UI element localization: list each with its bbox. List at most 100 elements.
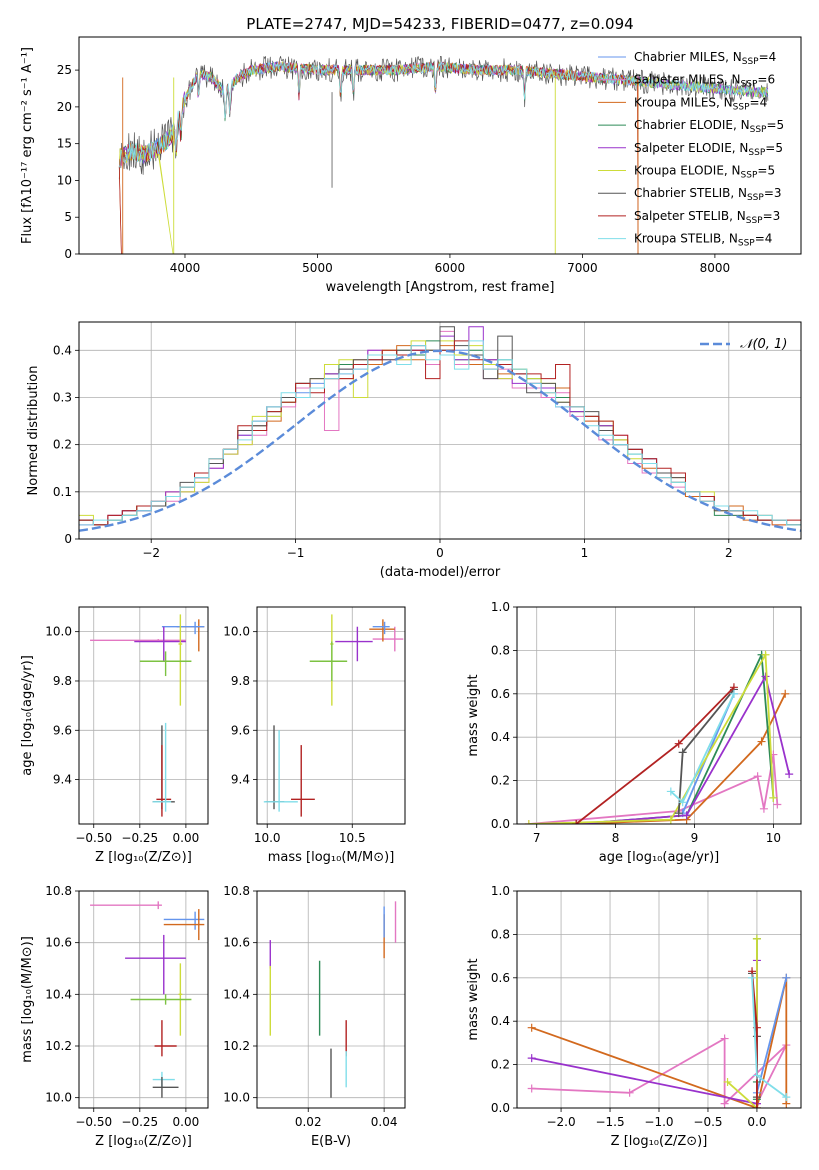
axes-frame <box>78 890 209 1109</box>
axes-frame <box>516 890 802 1109</box>
weight-marker <box>757 737 766 746</box>
panels: 4000 5000 6000 7000 80000510152025wavelength… <box>20 36 802 1149</box>
x-tick-label: 0.0 <box>747 1115 766 1129</box>
weight-marker <box>527 1054 536 1063</box>
x-tick-label: −0.5 <box>693 1115 722 1129</box>
weight-line <box>576 651 775 824</box>
x-tick-label: −1.5 <box>595 1115 624 1129</box>
plot-area <box>524 650 794 824</box>
x-tick-label: 8 <box>612 831 620 845</box>
x-tick-label: −1.0 <box>644 1115 673 1129</box>
spectrum-legend: Chabrier MILES, NSSP=4 Salpeter MILES, NS… <box>598 50 784 249</box>
x-tick-label: 6000 <box>435 261 466 275</box>
panel-spectrum: 4000 5000 6000 7000 8000 0 5 10 15 20 25 wavelength… <box>20 36 802 295</box>
y-tick-label: 10.4 <box>223 987 250 1001</box>
x-tick-label: 1 <box>581 546 589 560</box>
x-tick-label: 0.04 <box>371 1115 398 1129</box>
weight-marker <box>752 1104 761 1108</box>
y-tick-label: 0.4 <box>491 1014 510 1028</box>
panel-age_vs_Z: −0.50 −0.25 0.00 9.4 9.6 9.8 10.0 Z [log₁₀(Z/Z⊙… <box>20 606 209 865</box>
gaussian-curve <box>79 349 801 532</box>
panel-mass_vs_Z: −0.50 −0.25 0.00 10.0 10.2 10.4 10.6 10.8 Z [log… <box>20 884 209 1149</box>
weight-marker <box>674 809 683 818</box>
plot-area <box>263 614 404 817</box>
x-tick-label: 10 <box>766 831 781 845</box>
y-tick-label: 10.6 <box>223 936 250 950</box>
y-tick-label: 0.1 <box>53 485 72 499</box>
weight-marker <box>752 1071 761 1080</box>
plot-area <box>527 934 791 1108</box>
panel-weight_vs_Z: −2.0 −1.5 −1.0 −0.5 0.0 0.0 0.2 0.4 0.6 0.8 1.0 Z [… <box>466 884 802 1149</box>
y-axis-label: Normed distribution <box>26 366 41 496</box>
legend-label: Kroupa MILES, NSSP=4 <box>634 95 767 112</box>
weight-marker <box>666 815 675 824</box>
legend-label: 𝒩(0, 1) <box>740 337 787 352</box>
x-tick-label: −0.25 <box>121 831 158 845</box>
axes-frame <box>256 890 406 1109</box>
weight-line <box>576 693 787 824</box>
weight-marker <box>753 772 762 781</box>
spectrum-line <box>118 61 639 254</box>
x-tick-label: 9 <box>691 831 699 845</box>
legend-label: Kroupa STELIB, NSSP=4 <box>634 232 772 249</box>
y-tick-label: 0.4 <box>491 730 510 744</box>
legend-label: Chabrier MILES, NSSP=4 <box>634 50 776 67</box>
y-tick-label: 10.0 <box>45 1091 72 1105</box>
weight-line <box>528 651 775 824</box>
weight-marker <box>674 739 683 748</box>
y-axis-label: mass weight <box>466 674 481 756</box>
y-tick-label: 9.4 <box>231 773 250 787</box>
y-tick-label: 9.4 <box>53 773 72 787</box>
weight-line <box>531 977 788 1108</box>
weight-marker <box>785 770 794 779</box>
x-tick-label: −0.50 <box>75 1115 112 1129</box>
weight-marker <box>761 672 770 681</box>
weight-marker <box>759 804 768 813</box>
axes-frame <box>78 606 209 825</box>
y-tick-label: 0.8 <box>491 643 510 657</box>
y-tick-label: 9.6 <box>231 723 250 737</box>
y-tick-label: 0.2 <box>53 438 72 452</box>
weight-line <box>531 1037 788 1106</box>
y-axis-label: Flux [fλ10⁻¹⁷ erg cm⁻² s⁻¹ A⁻¹] <box>20 47 35 244</box>
x-axis-label: age [log₁₀(age/yr)] <box>599 850 720 865</box>
y-tick-label: 0.0 <box>491 817 510 831</box>
weight-line <box>756 977 788 1094</box>
weight-marker <box>723 1077 732 1086</box>
y-tick-label: 1.0 <box>491 884 510 898</box>
x-tick-label: 0.02 <box>295 1115 322 1129</box>
x-tick-label: 0 <box>436 546 444 560</box>
axes-frame <box>78 321 802 540</box>
panel-age_vs_mass: 10.0 10.5 9.4 9.6 9.8 10.0 mass [log₁₀(M/M⊙)] <box>223 606 406 865</box>
x-axis-label: wavelength [Angstrom, rest frame] <box>326 280 555 295</box>
y-axis-label: age [log₁₀(age/yr)] <box>20 655 35 776</box>
y-tick-label: 0.8 <box>491 927 510 941</box>
y-tick-label: 25 <box>57 63 72 77</box>
x-tick-label: 0.00 <box>173 831 200 845</box>
x-tick-label: −1 <box>287 546 305 560</box>
weight-marker <box>678 748 687 757</box>
y-tick-label: 10.4 <box>45 987 72 1001</box>
spectrum-line <box>118 61 639 254</box>
x-axis-label: Z [log₁₀(Z/Z⊙)] <box>95 1134 192 1149</box>
histogram-series <box>79 340 801 539</box>
x-axis-label: E(B-V) <box>311 1134 351 1149</box>
x-tick-label: 10.5 <box>339 831 366 845</box>
y-tick-label: 0 <box>64 247 72 261</box>
y-tick-label: 9.8 <box>231 674 250 688</box>
weight-marker <box>752 934 761 943</box>
y-tick-label: 10.8 <box>223 884 250 898</box>
y-tick-label: 10.2 <box>223 1039 250 1053</box>
weight-marker <box>666 787 675 796</box>
weight-line <box>575 686 735 824</box>
weight-marker <box>769 793 778 802</box>
y-tick-label: 0.3 <box>53 390 72 404</box>
y-tick-label: 9.6 <box>53 723 72 737</box>
weight-marker <box>748 973 757 982</box>
weight-marker <box>572 820 581 824</box>
axes-frame <box>516 606 802 825</box>
y-tick-label: 10.0 <box>223 1091 250 1105</box>
plot-area <box>118 55 769 254</box>
weight-line <box>531 960 758 1105</box>
